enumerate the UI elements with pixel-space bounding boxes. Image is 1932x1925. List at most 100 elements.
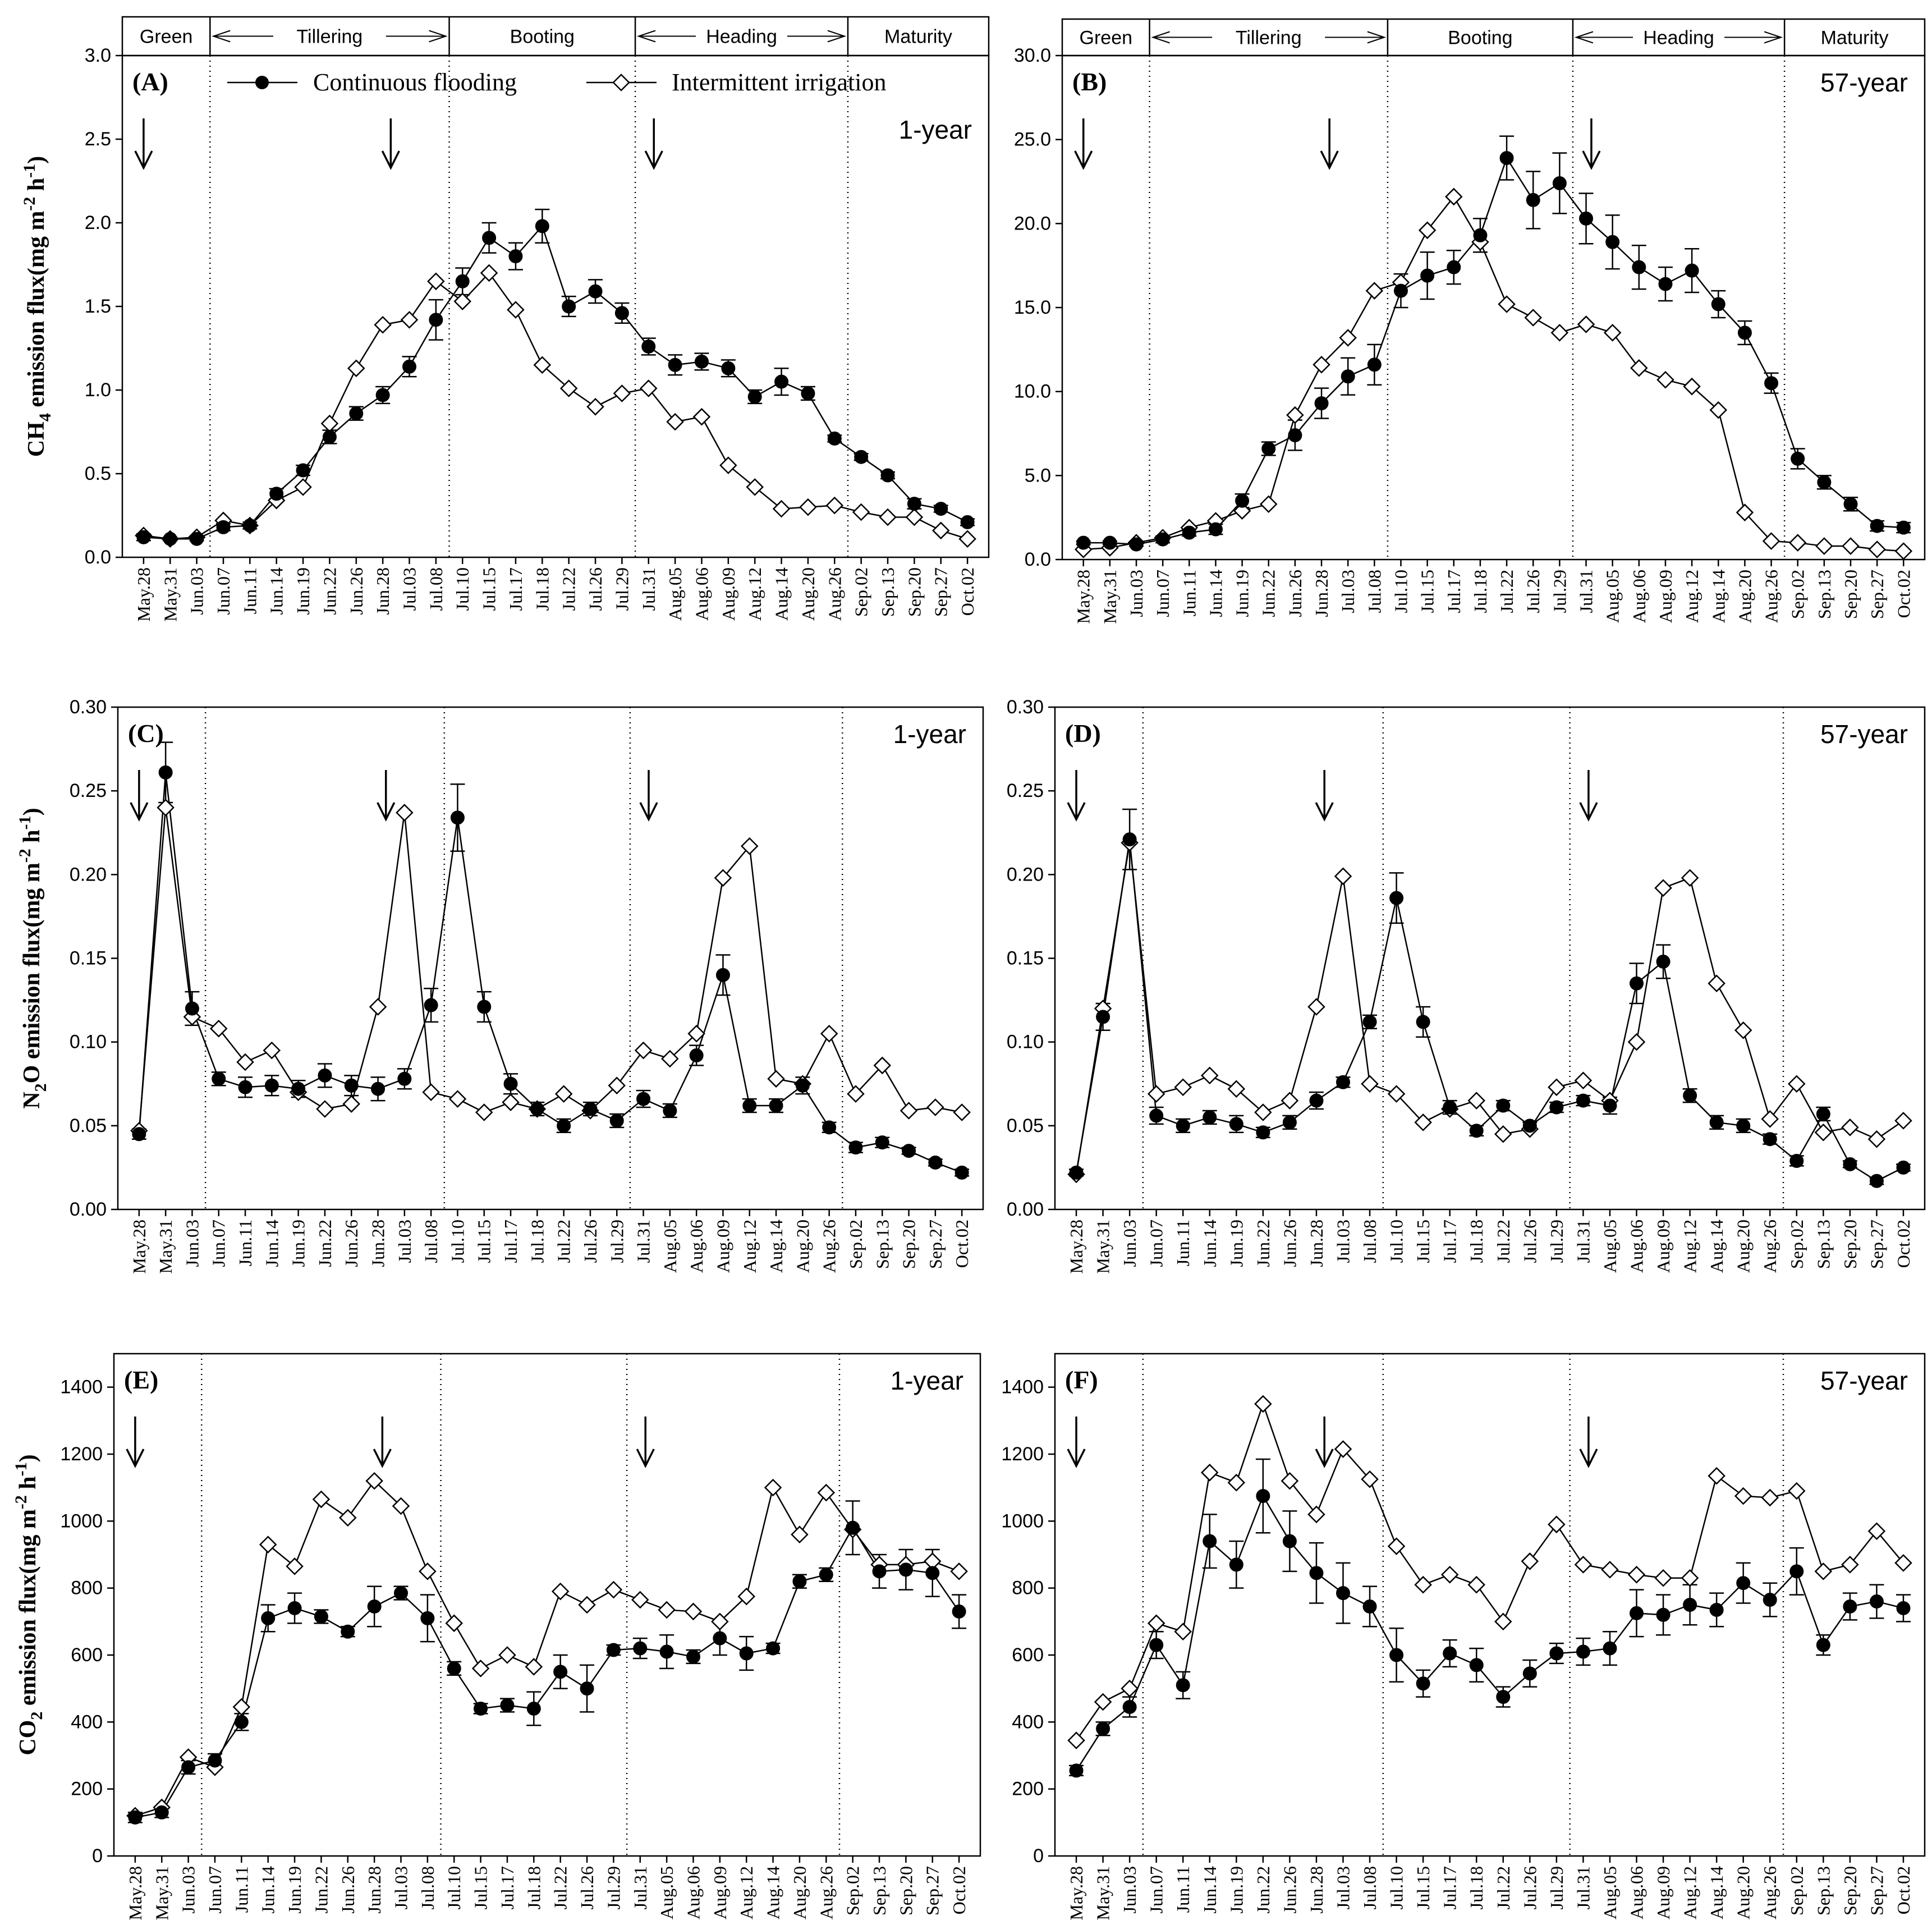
data-point-intermittent xyxy=(453,292,472,310)
data-point-continuous xyxy=(429,313,443,327)
y-axis-title: CO2 emission flux(mg m-2 h-1) xyxy=(12,1454,46,1755)
x-tick-label: Jul.15 xyxy=(1417,570,1438,613)
data-point-continuous xyxy=(747,389,762,404)
x-tick-label: Oct.02 xyxy=(1893,1866,1913,1914)
data-point-continuous xyxy=(535,219,549,233)
data-point-continuous xyxy=(1869,1594,1884,1609)
data-point-continuous xyxy=(557,1119,571,1133)
data-point-continuous xyxy=(1096,1721,1110,1736)
data-point-continuous xyxy=(1096,1010,1110,1024)
data-point-continuous xyxy=(1203,1110,1217,1125)
data-point-intermittent xyxy=(1627,1566,1646,1584)
data-point-intermittent xyxy=(400,311,419,329)
data-point-intermittent xyxy=(448,1090,467,1108)
stage-arrow-left-head xyxy=(1151,31,1170,44)
data-point-continuous xyxy=(1367,358,1382,372)
x-tick-label: Jul.15 xyxy=(1413,1866,1433,1909)
data-point-intermittent xyxy=(498,1646,516,1664)
data-point-intermittent xyxy=(1867,1522,1886,1541)
x-tick-label: Oct.02 xyxy=(952,1220,972,1268)
data-point-intermittent xyxy=(764,1478,782,1497)
down-arrow-head xyxy=(1067,802,1086,822)
data-point-continuous xyxy=(1632,260,1646,274)
x-tick-label: Aug.05 xyxy=(1603,570,1623,623)
stage-label-green: Green xyxy=(140,26,193,48)
x-tick-label: Aug.12 xyxy=(1680,1220,1700,1273)
panel-b: Green Tillering Booting Heading Maturity 0.0 5… xyxy=(1014,18,1926,624)
x-tick-label: Jul.17 xyxy=(1444,570,1464,613)
data-point-intermittent xyxy=(1788,1075,1806,1093)
data-point-intermittent xyxy=(533,356,552,374)
data-point-continuous xyxy=(1235,493,1250,508)
data-point-intermittent xyxy=(1361,1075,1379,1093)
y-axis-title-part: -1 xyxy=(16,815,34,829)
data-point-continuous xyxy=(287,1601,302,1615)
data-point-continuous xyxy=(928,1155,943,1170)
data-point-continuous xyxy=(1630,1606,1644,1620)
data-point-continuous xyxy=(792,1574,807,1589)
data-point-intermittent xyxy=(1414,1113,1432,1131)
data-point-intermittent xyxy=(1761,1110,1779,1128)
y-axis-title-part: N xyxy=(19,1092,45,1108)
data-point-continuous xyxy=(296,463,310,478)
data-point-intermittent xyxy=(1894,1112,1912,1130)
corner-label: 57-year xyxy=(1820,1366,1908,1395)
down-arrow-head xyxy=(1582,150,1601,170)
data-point-intermittent xyxy=(772,499,791,518)
x-tick-label: Sep.13 xyxy=(1813,1866,1833,1915)
data-point-intermittent xyxy=(1334,867,1352,886)
x-tick-label: Jul.17 xyxy=(506,567,526,611)
data-point-intermittent xyxy=(1574,1556,1593,1574)
data-point-continuous xyxy=(1496,1690,1511,1704)
x-tick-label: Jun.22 xyxy=(1253,1866,1273,1913)
data-point-continuous xyxy=(181,1760,196,1775)
x-tick-label: Sep.27 xyxy=(1867,570,1887,619)
x-tick-label: Jul.29 xyxy=(603,1866,623,1909)
x-tick-label: Aug.20 xyxy=(792,1220,813,1273)
x-tick-label: Jun.19 xyxy=(1232,570,1252,617)
x-tick-label: Jul.08 xyxy=(417,1866,438,1909)
x-tick-label: May.31 xyxy=(160,567,180,622)
data-point-continuous xyxy=(641,340,656,354)
data-point-intermittent xyxy=(502,1093,520,1111)
x-tick-label: Aug.14 xyxy=(1706,1220,1727,1273)
data-point-intermittent xyxy=(347,359,365,378)
y-axis-title-part: 2 xyxy=(27,1712,46,1720)
data-point-continuous xyxy=(1282,1534,1297,1548)
data-point-continuous xyxy=(1149,1108,1164,1123)
x-tick-label: Jun.28 xyxy=(364,1866,384,1913)
x-tick-label: Aug.05 xyxy=(657,1866,677,1919)
y-tick-label: 2.0 xyxy=(85,212,111,233)
x-tick-label: Jun.26 xyxy=(1279,1866,1300,1913)
x-tick-label: Oct.02 xyxy=(957,567,978,616)
data-point-intermittent xyxy=(578,1596,596,1614)
data-point-intermittent xyxy=(480,264,498,282)
x-tick-label: Jul.26 xyxy=(580,1220,600,1263)
x-tick-label: Jun.26 xyxy=(1279,1220,1300,1267)
panel-label: (F) xyxy=(1065,1365,1098,1394)
corner-label: 1-year xyxy=(899,115,972,144)
data-point-intermittent xyxy=(1094,1693,1112,1711)
data-point-intermittent xyxy=(1387,1085,1406,1103)
data-point-continuous xyxy=(1314,396,1329,411)
data-point-continuous xyxy=(128,1810,143,1825)
y-tick-label: 400 xyxy=(71,1711,103,1732)
x-tick-label: Jul.22 xyxy=(559,567,579,611)
data-point-continuous xyxy=(1176,1678,1190,1693)
data-point-continuous xyxy=(1420,268,1435,283)
data-point-intermittent xyxy=(232,1698,251,1716)
y-tick-label: 200 xyxy=(1012,1779,1044,1800)
x-tick-label: Jun.03 xyxy=(178,1866,199,1913)
data-point-intermittent xyxy=(445,1614,464,1633)
y-tick-label: 0.00 xyxy=(70,1199,107,1220)
x-tick-label: Jul.08 xyxy=(426,567,446,611)
data-point-continuous xyxy=(1709,1602,1724,1617)
data-point-intermittent xyxy=(711,1612,729,1631)
y-tick-label: 0.10 xyxy=(70,1032,107,1053)
data-point-intermittent xyxy=(719,456,737,474)
x-tick-label: Aug.26 xyxy=(1760,1220,1780,1273)
data-point-continuous xyxy=(614,306,629,320)
stage-arrow-right-head xyxy=(429,30,448,43)
data-point-continuous xyxy=(216,520,231,534)
stage-arrow-right-head xyxy=(1367,31,1387,44)
